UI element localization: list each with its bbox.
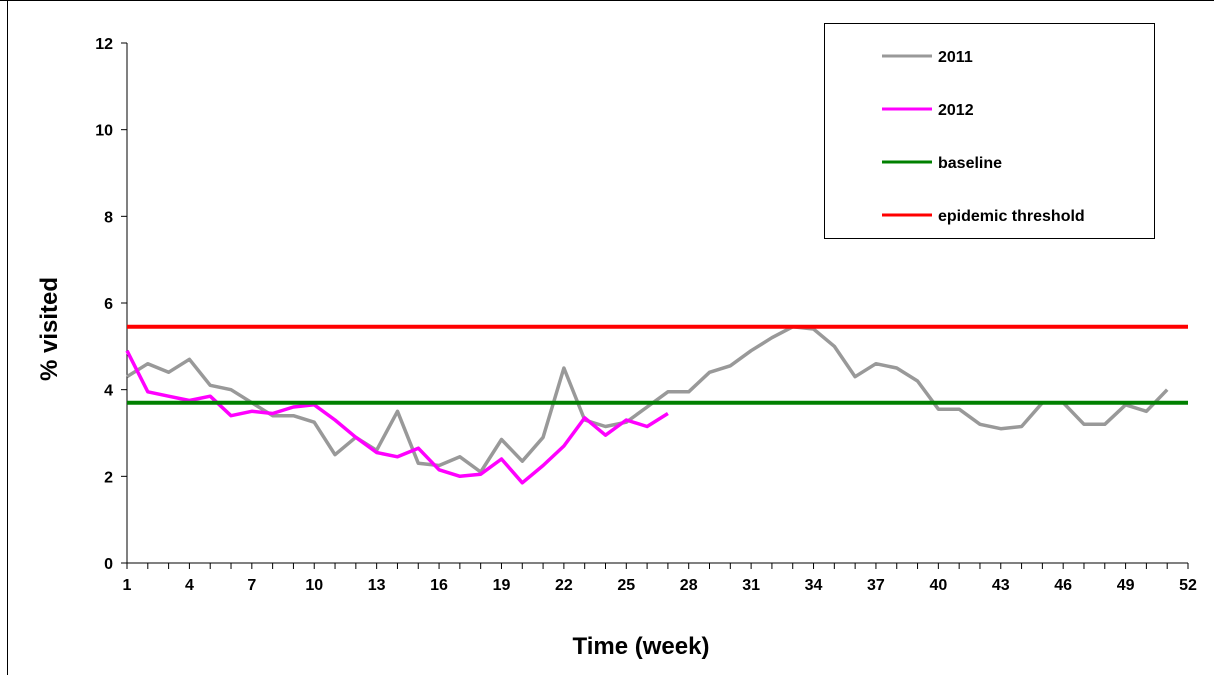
y-tick-label: 10 [95,123,113,140]
x-tick-label: 22 [555,577,573,594]
legend-label: baseline [938,155,1002,172]
y-tick-label: 4 [104,383,113,400]
x-tick-label: 34 [805,577,823,594]
x-tick-label: 52 [1179,577,1197,594]
x-tick-label: 37 [867,577,885,594]
x-tick-label: 1 [123,577,132,594]
series-line-2012 [125,349,669,485]
x-tick-label: 25 [617,577,635,594]
y-tick-label: 12 [95,36,113,53]
legend-label: 2012 [938,102,974,119]
x-tick-label: 19 [493,577,511,594]
y-axis-title: % visited [36,277,63,381]
x-tick-label: 31 [742,577,760,594]
x-tick-label: 28 [680,577,698,594]
x-tick-label: 7 [247,577,256,594]
legend-label: 2011 [938,49,973,66]
series-line-2011 [126,325,1169,474]
x-tick-label: 43 [992,577,1010,594]
legend-box [824,23,1155,239]
x-tick-label: 49 [1117,577,1135,594]
x-tick-label: 13 [368,577,386,594]
series-lines [125,324,1188,485]
x-axis-title: Time (week) [573,633,710,660]
x-tick-label: 10 [305,577,323,594]
y-tick-label: 0 [104,556,113,573]
x-tick-label: 40 [929,577,947,594]
y-tick-label: 2 [104,469,113,486]
legend-label: epidemic threshold [938,208,1085,225]
x-tick-label: 46 [1054,577,1072,594]
legend: 2011 2012 baseline epidemic threshold [824,23,1155,239]
y-tick-label: 8 [104,209,113,226]
x-tick-label: 4 [185,577,194,594]
x-tick-label: 16 [430,577,448,594]
y-tick-label: 6 [104,296,113,313]
